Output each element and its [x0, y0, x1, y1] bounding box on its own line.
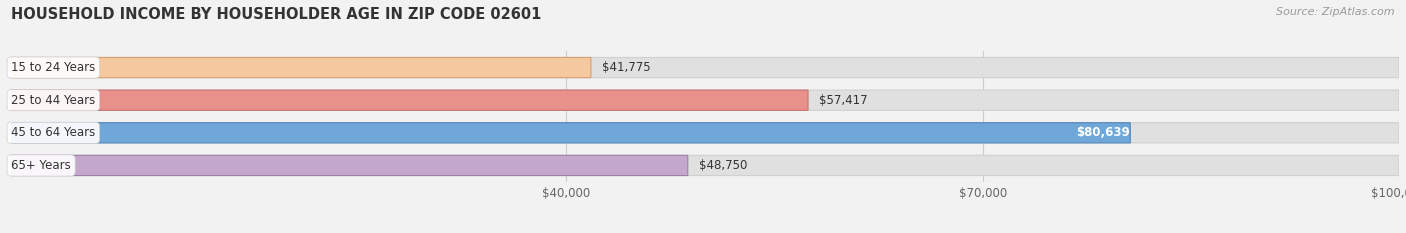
Text: 45 to 64 Years: 45 to 64 Years [11, 126, 96, 139]
Text: 15 to 24 Years: 15 to 24 Years [11, 61, 96, 74]
FancyBboxPatch shape [11, 90, 808, 110]
Text: $41,775: $41,775 [602, 61, 651, 74]
Text: $80,639: $80,639 [1077, 126, 1130, 139]
FancyBboxPatch shape [11, 155, 688, 175]
FancyBboxPatch shape [11, 155, 1399, 175]
Text: Source: ZipAtlas.com: Source: ZipAtlas.com [1277, 7, 1395, 17]
FancyBboxPatch shape [11, 58, 591, 78]
Text: 25 to 44 Years: 25 to 44 Years [11, 94, 96, 107]
FancyBboxPatch shape [11, 123, 1399, 143]
Text: $48,750: $48,750 [699, 159, 747, 172]
FancyBboxPatch shape [11, 90, 1399, 110]
FancyBboxPatch shape [11, 123, 1130, 143]
Text: HOUSEHOLD INCOME BY HOUSEHOLDER AGE IN ZIP CODE 02601: HOUSEHOLD INCOME BY HOUSEHOLDER AGE IN Z… [11, 7, 541, 22]
FancyBboxPatch shape [11, 58, 1399, 78]
Text: $57,417: $57,417 [820, 94, 868, 107]
Text: 65+ Years: 65+ Years [11, 159, 72, 172]
